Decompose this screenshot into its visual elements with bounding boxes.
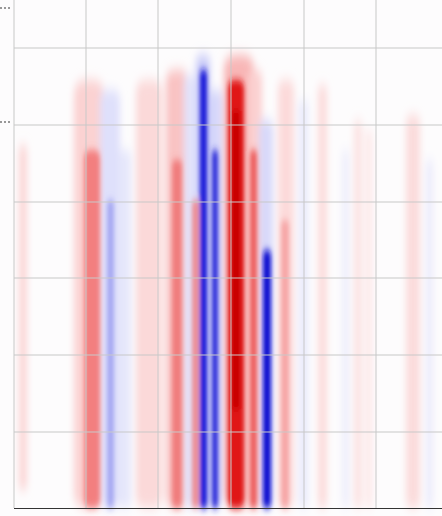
page [0, 0, 442, 516]
plot-screenshot [0, 0, 442, 516]
